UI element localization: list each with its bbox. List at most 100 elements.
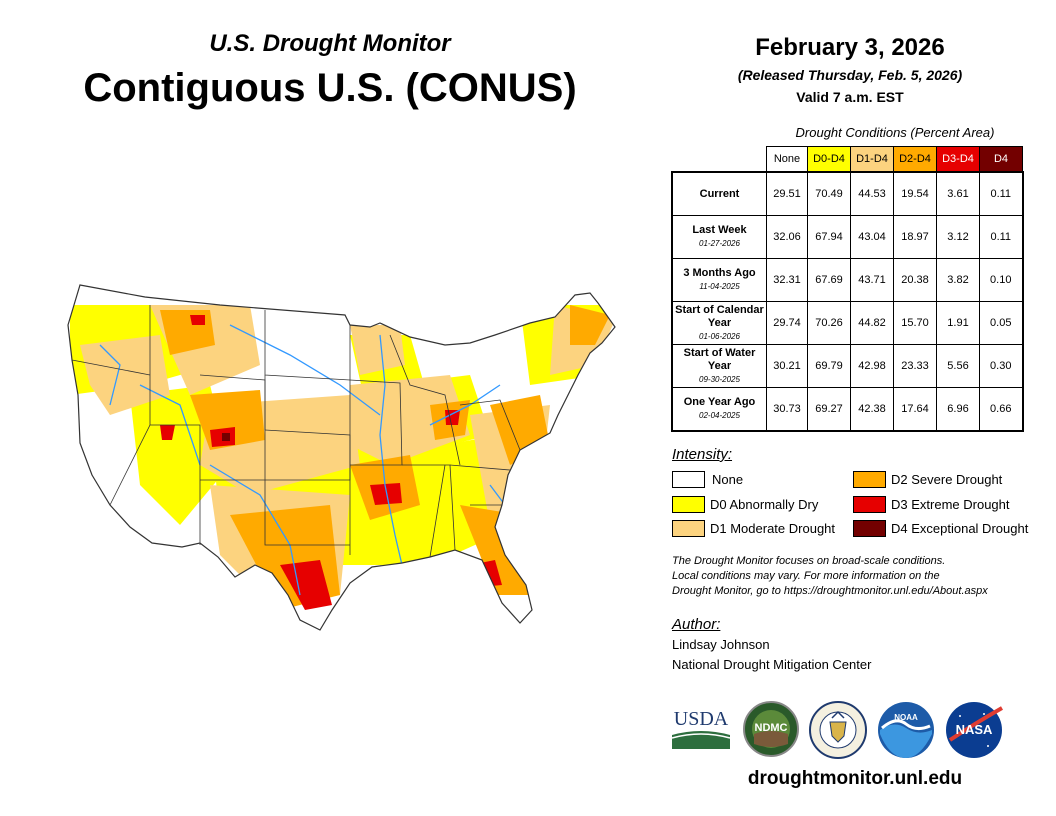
commerce-seal: [809, 701, 867, 759]
table-cell: 0.05: [979, 301, 1023, 345]
table-cell: 3.61: [936, 171, 980, 216]
table-cell: 42.38: [850, 387, 894, 432]
table-cell: 6.96: [936, 387, 980, 432]
legend-label: D3 Extreme Drought: [891, 497, 1010, 512]
legend-label: None: [712, 472, 744, 487]
author-org: National Drought Mitigation Center: [672, 657, 872, 672]
table-cell: 18.97: [893, 215, 937, 259]
table-cell: 43.71: [850, 258, 894, 302]
conus-drought-map: [67, 284, 616, 631]
row-date: 02-04-2025: [699, 411, 740, 420]
table-cell: 32.06: [766, 215, 808, 259]
legend-label: D0 Abnormally Dry: [710, 497, 819, 512]
disclaimer-note: The Drought Monitor focuses on broad-sca…: [672, 554, 1042, 599]
ndmc-logo: NDMC: [743, 701, 799, 757]
table-cell: 30.21: [766, 344, 808, 388]
table-cell: 15.70: [893, 301, 937, 345]
map-subtitle: U.S. Drought Monitor: [209, 30, 451, 57]
row-label-text: Current: [699, 187, 740, 200]
row-date: 01-27-2026: [699, 239, 740, 248]
table-cell: 29.51: [766, 171, 808, 216]
note-line: Local conditions may vary. For more info…: [672, 570, 940, 582]
map-date: February 3, 2026: [755, 34, 945, 61]
row-label-text: Start of Water Year: [683, 346, 756, 372]
table-row: Current 29.51 70.49 44.53 19.54 3.61 0.11: [671, 171, 1023, 216]
drought-stats-table: None D0-D4 D1-D4 D2-D4 D3-D4 D4 Current 2…: [671, 146, 1024, 432]
legend-swatch: [853, 496, 886, 513]
table-cell: 44.53: [850, 171, 894, 216]
table-cell: 30.73: [766, 387, 808, 432]
row-label: Current: [671, 171, 767, 216]
table-cell: 3.12: [936, 215, 980, 259]
website-url[interactable]: droughtmonitor.unl.edu: [747, 768, 963, 789]
noaa-logo: NOAA: [878, 702, 934, 758]
legend-swatch: [672, 471, 705, 488]
legend-label: D2 Severe Drought: [891, 472, 1003, 487]
table-cell: 3.82: [936, 258, 980, 302]
usda-logo-text: USDA: [674, 708, 729, 730]
row-label: Start of Calendar Year 01-06-2026: [671, 301, 767, 345]
table-row: Start of Water Year 09-30-2025 30.21 69.79 4…: [671, 344, 1023, 388]
table-cell: 23.33: [893, 344, 937, 388]
col-header-d2-d4: D2-D4: [893, 146, 937, 173]
col-header-d1-d4: D1-D4: [850, 146, 894, 173]
usda-logo: USDA: [671, 708, 731, 749]
release-date: (Released Thursday, Feb. 5, 2026): [737, 67, 963, 83]
nasa-logo-text: NASA: [956, 722, 993, 737]
table-row: 3 Months Ago 11-04-2025 32.31 67.69 43.71 20.…: [671, 258, 1023, 302]
row-label: One Year Ago 02-04-2025: [671, 387, 767, 432]
row-label-text: One Year Ago: [683, 396, 756, 408]
legend-label: D4 Exceptional Drought: [891, 521, 1029, 536]
col-header-d3-d4: D3-D4: [936, 146, 980, 173]
map-title: Contiguous U.S. (CONUS): [83, 66, 577, 110]
valid-time: Valid 7 a.m. EST: [796, 89, 904, 105]
nasa-logo: NASA: [946, 702, 1003, 758]
row-label: Start of Water Year 09-30-2025: [671, 344, 767, 388]
legend-swatch: [853, 471, 886, 488]
table-cell: 43.04: [850, 215, 894, 259]
legend-swatch: [672, 520, 705, 537]
row-label-text: Start of Calendar Year: [675, 303, 764, 329]
table-caption: Drought Conditions (Percent Area): [795, 125, 995, 140]
table-cell: 0.11: [979, 171, 1023, 216]
table-row: Start of Calendar Year 01-06-2026 29.74 70.…: [671, 301, 1023, 345]
table-row: Last Week 01-27-2026 32.06 67.94 43.04 18.97 3…: [671, 215, 1023, 259]
table-cell: 70.26: [807, 301, 851, 345]
table-cell: 17.64: [893, 387, 937, 432]
col-header-d0-d4: D0-D4: [807, 146, 851, 173]
table-cell: 0.66: [979, 387, 1023, 432]
table-cell: 67.69: [807, 258, 851, 302]
noaa-logo-text: NOAA: [894, 713, 918, 722]
table-cell: 0.10: [979, 258, 1023, 302]
col-header-d4: D4: [979, 146, 1023, 173]
ndmc-logo-text: NDMC: [755, 722, 788, 734]
table-cell: 69.79: [807, 344, 851, 388]
table-cell: 19.54: [893, 171, 937, 216]
table-cell: 42.98: [850, 344, 894, 388]
author-name: Lindsay Johnson: [672, 637, 770, 652]
legend-swatch: [853, 520, 886, 537]
col-header-none: None: [766, 146, 808, 173]
table-cell: 29.74: [766, 301, 808, 345]
table-cell: 70.49: [807, 171, 851, 216]
row-label: 3 Months Ago 11-04-2025: [671, 258, 767, 302]
legend-title: Intensity:: [672, 446, 733, 463]
table-cell: 32.31: [766, 258, 808, 302]
table-cell: 69.27: [807, 387, 851, 432]
table-cell: 0.30: [979, 344, 1023, 388]
legend-label: D1 Moderate Drought: [710, 521, 836, 536]
row-date: 11-04-2025: [699, 282, 740, 291]
table-cell: 1.91: [936, 301, 980, 345]
legend-swatch: [672, 496, 705, 513]
row-label-text: 3 Months Ago: [683, 267, 756, 279]
row-date: 01-06-2026: [699, 331, 740, 341]
table-cell: 20.38: [893, 258, 937, 302]
row-date: 09-30-2025: [699, 374, 740, 384]
table-cell: 0.11: [979, 215, 1023, 259]
note-line: The Drought Monitor focuses on broad-sca…: [672, 555, 946, 567]
table-cell: 67.94: [807, 215, 851, 259]
row-label: Last Week 01-27-2026: [671, 215, 767, 259]
author-title: Author:: [672, 616, 721, 633]
table-cell: 44.82: [850, 301, 894, 345]
table-cell: 5.56: [936, 344, 980, 388]
